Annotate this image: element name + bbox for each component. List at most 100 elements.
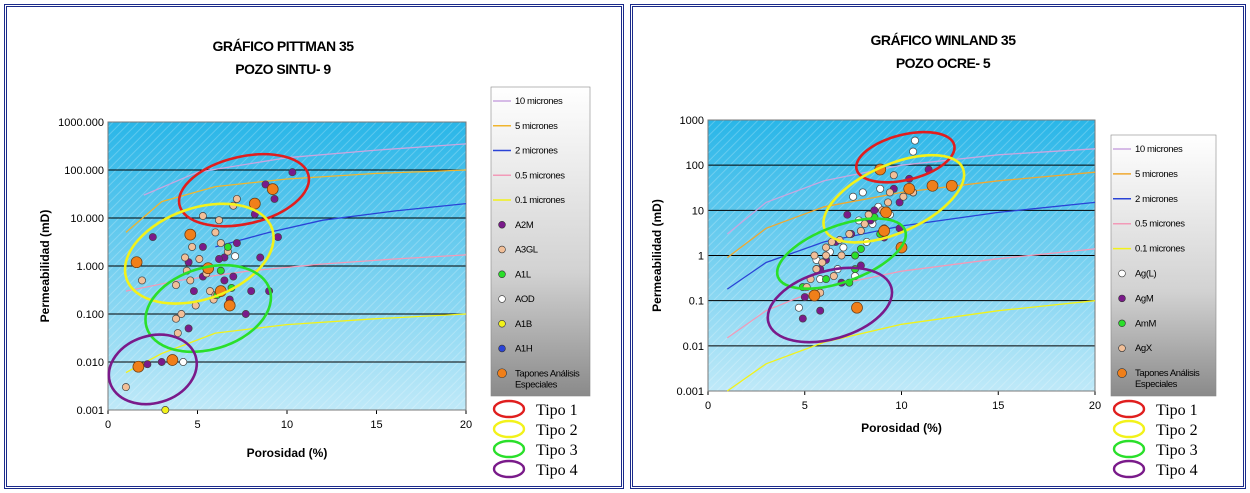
data-point <box>856 244 865 253</box>
y-tick-label: 100.000 <box>64 165 104 177</box>
tipo-legend-ellipse <box>492 459 526 479</box>
legend-label: 0.1 micrones <box>1135 244 1185 255</box>
type-ellipse <box>123 202 275 305</box>
y-tick-label: 10.000 <box>70 213 104 225</box>
data-point <box>121 383 130 392</box>
data-point <box>189 287 198 296</box>
data-point <box>885 188 894 197</box>
legend-label: Ag(L) <box>1135 269 1156 280</box>
legend-label: Tapones Análisis Especiales <box>1135 368 1200 390</box>
legend-dot-swatch <box>498 245 506 254</box>
data-point <box>261 180 270 189</box>
ellipses-group <box>766 130 966 344</box>
data-point <box>903 182 916 195</box>
data-point <box>858 188 867 197</box>
x-tick-label: 15 <box>992 400 1004 412</box>
data-point <box>851 301 863 314</box>
data-point <box>849 192 858 201</box>
data-point <box>860 219 869 228</box>
data-point <box>188 242 197 251</box>
x-tick-label: 0 <box>705 400 711 412</box>
x-axis-label: Porosidad (%) <box>247 446 328 460</box>
data-point <box>132 360 145 373</box>
data-point <box>247 287 256 296</box>
legend-label: A3GL <box>515 245 538 256</box>
y-tick-label: 0.01 <box>683 341 704 353</box>
data-point <box>198 242 207 251</box>
data-point <box>177 310 186 318</box>
y-tick-label: 0.010 <box>76 357 104 369</box>
points-group <box>121 168 297 414</box>
data-point <box>211 228 220 237</box>
winland-chart-panel: GRÁFICO WINLAND 35 POZO OCRE- 5 0.001 0.01 0… <box>630 4 1246 489</box>
legend-label: A1B <box>515 319 532 330</box>
legend-label: 10 micrones <box>1135 144 1183 155</box>
data-point <box>878 225 890 237</box>
data-point <box>220 276 229 285</box>
chart-subtitle: POZO SINTU- 9 <box>235 61 331 77</box>
data-point <box>837 251 846 260</box>
tipo-legend-label: Tipo 2 <box>1156 422 1198 439</box>
tipo-legend-ellipse <box>492 419 526 439</box>
data-point <box>184 324 193 333</box>
data-point <box>274 233 282 242</box>
curve-line <box>726 171 1096 259</box>
legend-label-line: Especiales <box>515 379 558 390</box>
data-point <box>148 233 157 242</box>
x-tick-label: 15 <box>370 419 382 431</box>
data-point <box>143 360 152 369</box>
legend-label: AgX <box>1135 343 1153 354</box>
plot-border <box>707 119 1096 392</box>
y-tick-label: 1000 <box>680 115 704 127</box>
type-ellipse <box>144 263 273 354</box>
legend-label-line: Tapones Análisis <box>1135 368 1200 379</box>
data-point <box>229 272 238 281</box>
data-point <box>895 198 904 207</box>
data-point <box>843 210 852 219</box>
legend-label: Tapones Análisis Especiales <box>515 368 580 390</box>
data-point <box>223 299 236 312</box>
data-point <box>270 194 279 203</box>
plot-border <box>107 121 467 411</box>
data-point <box>829 272 838 281</box>
data-point <box>822 275 830 284</box>
type-ellipse <box>854 130 956 184</box>
x-tick-label: 20 <box>460 419 472 431</box>
data-point <box>816 306 825 315</box>
tipo-legend-ellipse <box>492 399 526 419</box>
data-point <box>845 230 854 238</box>
y-tick-label: 0.100 <box>76 309 104 321</box>
chart-title: GRÁFICO WINLAND 35 <box>871 32 1017 48</box>
tipo-legend-label: Tipo 3 <box>1156 442 1198 459</box>
data-point <box>172 314 180 323</box>
pittman-chart-panel: GRÁFICO PITTMAN 35 POZO SINTU- 9 0.001 0.01… <box>4 4 624 489</box>
x-tick-label: 10 <box>281 419 293 431</box>
legend-label: A1H <box>515 344 533 355</box>
data-point <box>794 303 803 312</box>
data-point <box>172 281 180 290</box>
x-tick-label: 10 <box>895 400 907 412</box>
curve-line <box>726 300 1096 392</box>
data-point <box>808 289 821 302</box>
legend-dot-swatch <box>497 368 507 379</box>
tipo-legend-label: Tipo 1 <box>1156 402 1198 419</box>
curve-line <box>726 148 1096 235</box>
data-point <box>864 210 873 219</box>
data-point <box>173 329 182 338</box>
data-point <box>206 287 214 296</box>
legend-dot-swatch <box>498 320 506 328</box>
data-point <box>157 358 166 366</box>
x-tick-label: 5 <box>194 419 200 431</box>
data-point <box>266 183 279 195</box>
data-point <box>130 256 143 269</box>
x-tick-label: 0 <box>105 419 111 431</box>
data-point <box>880 206 892 219</box>
tipo-legend-label: Tipo 4 <box>536 462 578 479</box>
data-point <box>232 194 241 203</box>
data-point <box>856 226 865 235</box>
data-point <box>223 242 232 251</box>
legend-dot-swatch <box>1117 368 1127 378</box>
data-point <box>138 276 146 285</box>
curve-line <box>726 248 1096 339</box>
data-point <box>161 406 170 414</box>
